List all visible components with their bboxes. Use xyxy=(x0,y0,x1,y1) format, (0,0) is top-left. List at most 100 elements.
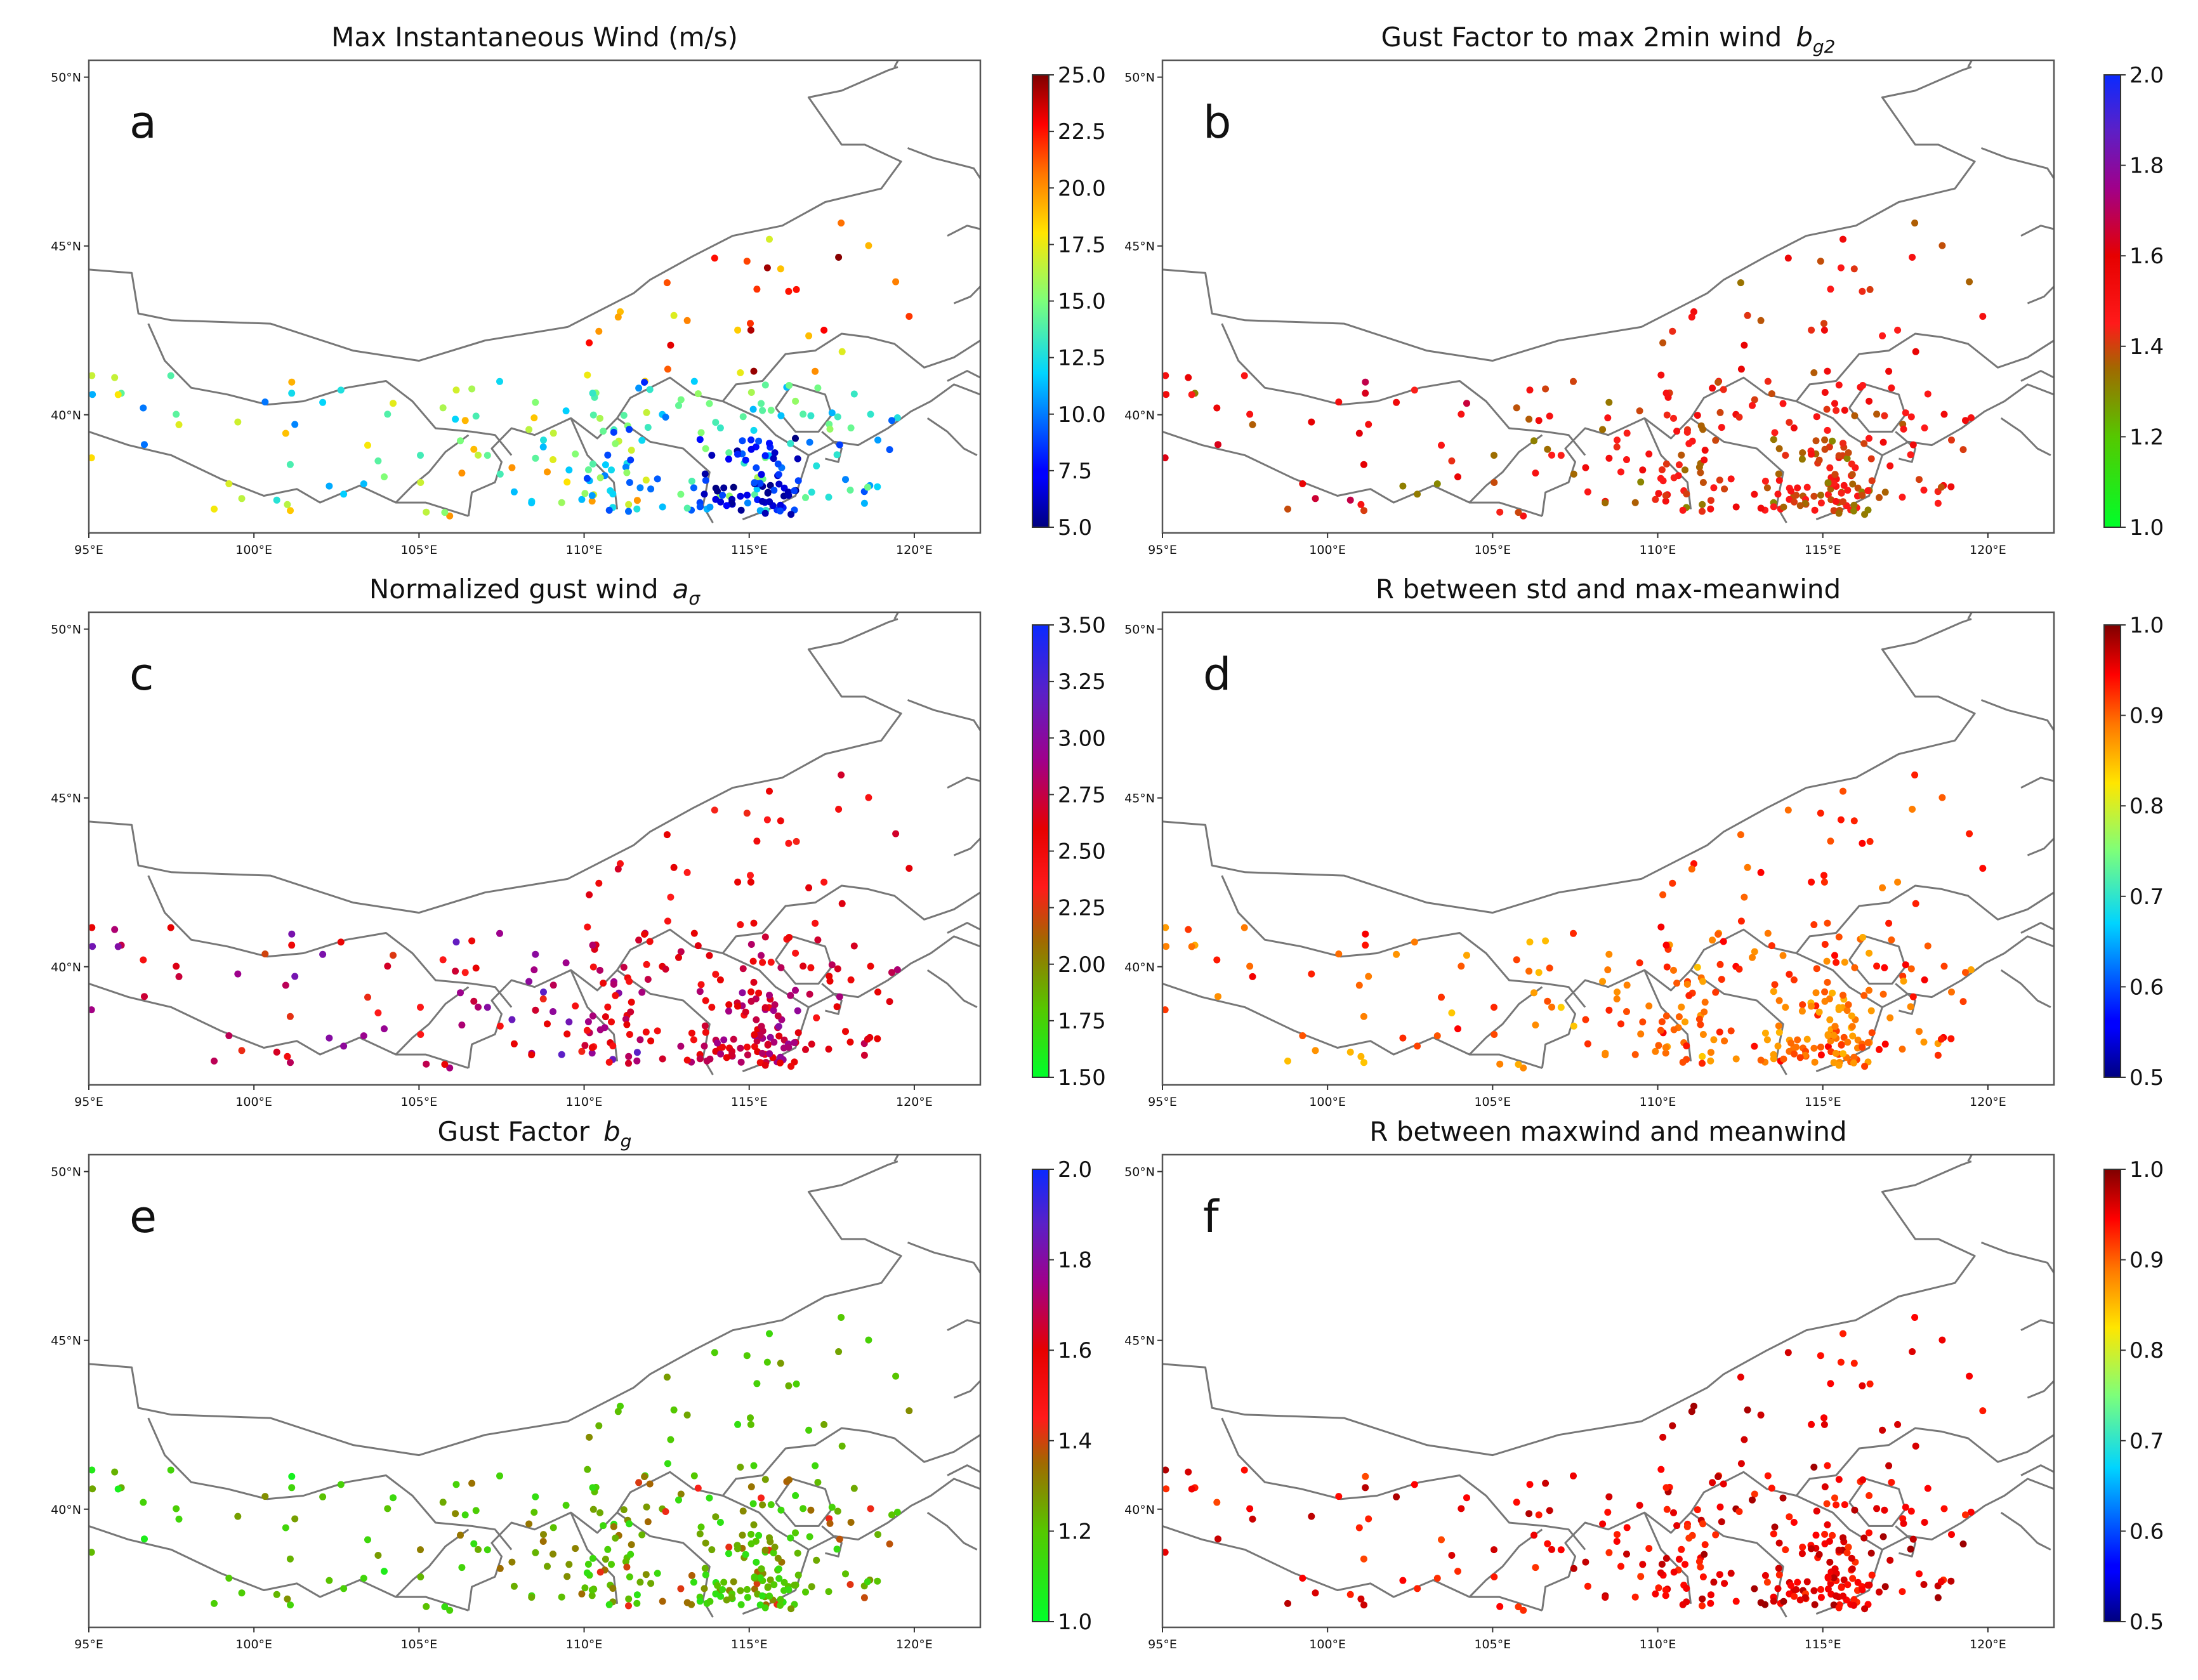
station-point xyxy=(641,1473,648,1480)
station-point xyxy=(706,1494,713,1502)
station-point xyxy=(1188,943,1195,950)
station-point xyxy=(662,966,669,973)
station-point xyxy=(1694,964,1701,971)
province-border-2 xyxy=(395,434,470,504)
station-point xyxy=(284,501,291,508)
station-point xyxy=(805,1426,813,1434)
station-point xyxy=(1360,1059,1367,1066)
colorbar-tick-label: 1.0 xyxy=(2129,613,2164,638)
station-point xyxy=(635,936,643,944)
station-point xyxy=(562,1502,570,1509)
station-point xyxy=(1542,937,1550,945)
province-border-13 xyxy=(947,225,980,237)
station-point xyxy=(627,1551,635,1558)
station-point xyxy=(1899,494,1906,501)
station-point xyxy=(777,1506,785,1514)
station-point xyxy=(1679,506,1687,514)
station-point xyxy=(753,285,761,293)
station-point xyxy=(1873,410,1881,418)
station-point xyxy=(1496,1603,1504,1610)
station-point xyxy=(644,424,652,431)
station-point xyxy=(1813,965,1820,973)
colorbar-tick-label: 15.0 xyxy=(1058,289,1106,315)
station-point xyxy=(1798,456,1806,463)
station-point xyxy=(1515,1603,1522,1611)
station-point xyxy=(1851,412,1859,419)
station-point xyxy=(1817,258,1824,265)
station-point xyxy=(720,1036,728,1044)
station-point xyxy=(446,1064,454,1072)
station-point xyxy=(747,1414,754,1422)
lon-tick-label: 115°E xyxy=(1805,543,1841,557)
station-point xyxy=(609,1585,617,1592)
map-area xyxy=(1162,60,2054,523)
station-point xyxy=(1695,463,1703,471)
station-point xyxy=(140,1499,147,1506)
station-point xyxy=(777,265,784,273)
station-point xyxy=(742,456,749,464)
station-point xyxy=(659,1598,666,1605)
station-point xyxy=(842,476,849,483)
station-point xyxy=(638,988,646,996)
station-point xyxy=(623,1021,631,1028)
station-point xyxy=(1848,471,1856,478)
station-point xyxy=(1393,950,1400,958)
panel-title-symbol: a xyxy=(673,574,689,605)
station-point xyxy=(1867,1007,1875,1014)
station-point xyxy=(1811,1058,1819,1066)
station-point xyxy=(1721,485,1728,493)
station-point xyxy=(636,1578,644,1586)
station-point xyxy=(583,1027,591,1034)
station-point xyxy=(1873,962,1881,970)
station-point xyxy=(1570,929,1577,937)
station-point xyxy=(755,437,763,445)
station-point xyxy=(1860,440,1868,447)
station-point xyxy=(1879,884,1886,891)
station-point xyxy=(1899,1046,1906,1053)
station-point xyxy=(1962,1511,1969,1519)
station-point xyxy=(874,988,881,996)
station-point xyxy=(626,1573,633,1580)
station-point xyxy=(874,1531,881,1539)
station-point xyxy=(1799,449,1806,457)
station-point xyxy=(1916,1028,1923,1035)
panel-a: Max Instantaneous Wind (m/s)a95°E 100°E 10… xyxy=(51,22,1106,557)
station-point xyxy=(1775,1571,1783,1578)
station-point xyxy=(1826,464,1834,471)
station-point xyxy=(617,1402,624,1410)
station-point xyxy=(777,817,784,825)
panel-letter: e xyxy=(129,1191,157,1243)
station-point xyxy=(620,412,628,419)
station-point xyxy=(626,426,633,433)
station-point xyxy=(89,1006,95,1014)
station-point xyxy=(702,1028,709,1036)
province-border-0 xyxy=(147,875,513,1008)
station-point xyxy=(595,1422,603,1429)
station-point xyxy=(1678,451,1685,459)
station-point xyxy=(633,1049,641,1056)
lat-tick-label: 40°N xyxy=(1124,409,1155,423)
station-point xyxy=(770,1581,778,1589)
station-point xyxy=(1749,402,1756,409)
station-point xyxy=(530,1509,538,1516)
station-point xyxy=(1912,1442,1919,1450)
station-point xyxy=(1737,831,1744,839)
station-point xyxy=(600,428,607,435)
station-point xyxy=(374,1009,382,1016)
station-point xyxy=(114,391,122,398)
station-point xyxy=(1794,1578,1801,1586)
station-point xyxy=(1866,1380,1874,1388)
station-point xyxy=(1841,959,1848,966)
station-point xyxy=(737,1058,745,1066)
station-point xyxy=(1940,410,1948,418)
station-point xyxy=(595,327,603,335)
station-point xyxy=(572,1002,579,1010)
station-point xyxy=(1707,1057,1714,1065)
station-point xyxy=(1623,430,1631,437)
station-point xyxy=(725,1007,732,1015)
station-point xyxy=(775,1565,782,1573)
station-point xyxy=(838,348,846,355)
station-point xyxy=(1360,507,1367,515)
station-point xyxy=(1749,954,1756,961)
station-point xyxy=(596,1026,604,1034)
